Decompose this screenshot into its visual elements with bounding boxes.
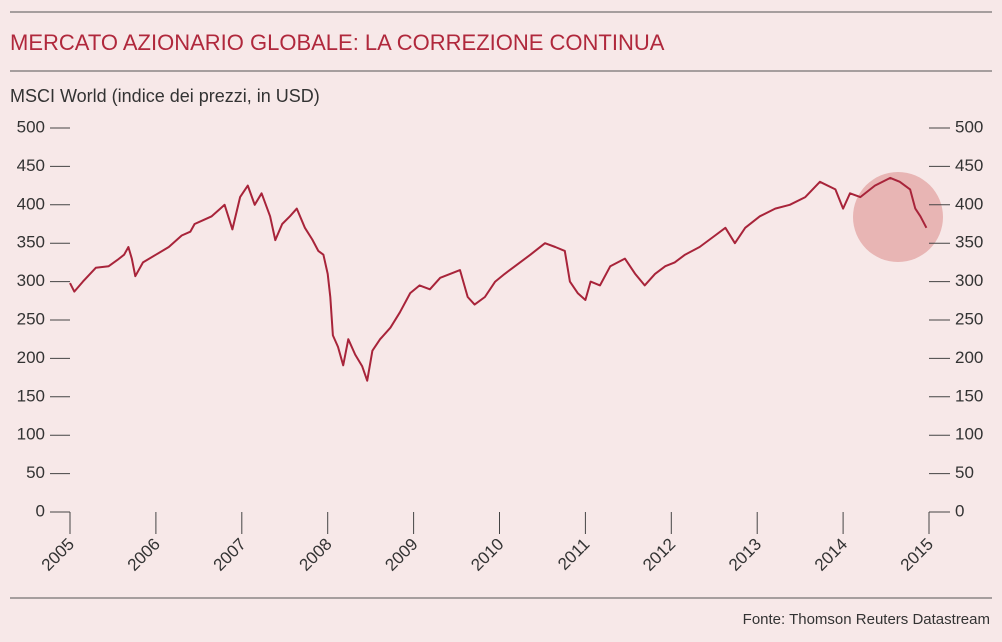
- y2-tick-label: 50: [955, 463, 974, 482]
- x-tick-label: 2013: [725, 535, 765, 575]
- x-tick-label: 2014: [811, 535, 851, 575]
- y2-tick-label: 100: [955, 425, 983, 444]
- y2-tick-label: 0: [955, 501, 964, 520]
- y2-tick-label: 350: [955, 233, 983, 252]
- y2-tick-label: 200: [955, 348, 983, 367]
- y2-tick-label: 500: [955, 117, 983, 136]
- y-tick-label: 250: [17, 309, 45, 328]
- x-tick-label: 2005: [38, 535, 78, 575]
- data-line: [69, 176, 928, 382]
- y2-tick-label: 300: [955, 271, 983, 290]
- y-tick-label: 400: [17, 194, 45, 213]
- y2-tick-label: 450: [955, 156, 983, 175]
- x-tick-label: 2007: [210, 535, 250, 575]
- x-tick-label: 2006: [124, 535, 164, 575]
- y-tick-label: 350: [17, 233, 45, 252]
- y-tick-label: 500: [17, 117, 45, 136]
- highlight-circle: [853, 172, 943, 262]
- x-tick-label: 2010: [467, 535, 507, 575]
- y-tick-label: 150: [17, 386, 45, 405]
- chart-title: MERCATO AZIONARIO GLOBALE: LA CORREZIONE…: [10, 30, 665, 55]
- chart-subtitle: MSCI World (indice dei prezzi, in USD): [10, 86, 320, 106]
- source-note: Fonte: Thomson Reuters Datastream: [743, 611, 990, 628]
- y-tick-label: 300: [17, 271, 45, 290]
- x-tick-label: 2009: [381, 535, 421, 575]
- y-tick-label: 50: [26, 463, 45, 482]
- x-tick-label: 2012: [639, 535, 679, 575]
- y-tick-label: 200: [17, 348, 45, 367]
- y2-tick-label: 250: [955, 309, 983, 328]
- y-tick-label: 100: [17, 425, 45, 444]
- y2-tick-label: 400: [955, 194, 983, 213]
- x-tick-label: 2011: [554, 535, 593, 574]
- y-tick-label: 0: [36, 501, 45, 520]
- y2-tick-label: 150: [955, 386, 983, 405]
- x-tick-label: 2008: [296, 535, 336, 575]
- x-tick-label: 2015: [897, 535, 937, 575]
- y-tick-label: 450: [17, 156, 45, 175]
